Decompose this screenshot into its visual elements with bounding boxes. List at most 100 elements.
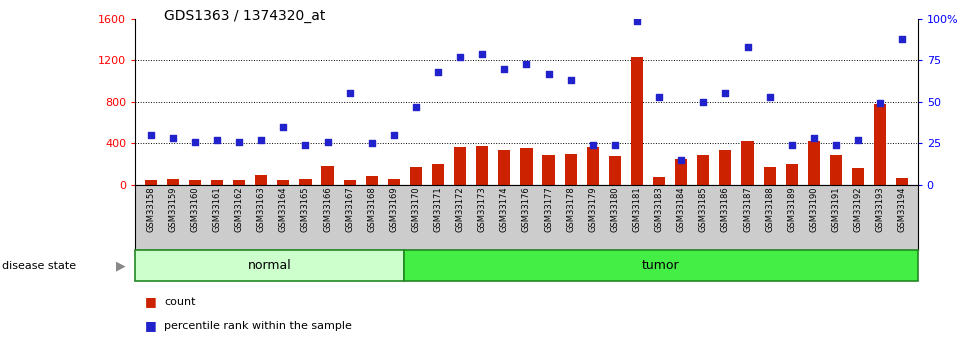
Text: tumor: tumor <box>641 259 679 272</box>
Text: GSM33174: GSM33174 <box>499 187 509 232</box>
Point <box>253 137 269 142</box>
Point <box>143 132 158 138</box>
Text: GSM33170: GSM33170 <box>412 187 420 232</box>
Point <box>519 61 534 67</box>
Bar <box>410 168 422 185</box>
Text: GSM33159: GSM33159 <box>168 187 178 232</box>
Text: GSM33184: GSM33184 <box>677 187 686 232</box>
Text: GDS1363 / 1374320_at: GDS1363 / 1374320_at <box>164 9 326 23</box>
Text: normal: normal <box>247 259 292 272</box>
Text: ■: ■ <box>145 319 156 333</box>
Text: GSM33178: GSM33178 <box>566 187 575 232</box>
Bar <box>145 180 156 185</box>
Point <box>386 132 402 138</box>
Text: GSM33163: GSM33163 <box>257 187 266 232</box>
Bar <box>498 150 510 185</box>
Point <box>740 45 755 50</box>
Text: GSM33158: GSM33158 <box>146 187 156 232</box>
Bar <box>586 147 599 185</box>
Text: percentile rank within the sample: percentile rank within the sample <box>164 321 352 331</box>
Point <box>895 36 910 42</box>
Bar <box>211 180 223 185</box>
Text: GSM33173: GSM33173 <box>478 187 487 232</box>
Text: GSM33169: GSM33169 <box>389 187 398 232</box>
Bar <box>387 179 400 185</box>
Bar <box>454 147 467 185</box>
Bar <box>135 250 404 281</box>
Text: GSM33181: GSM33181 <box>633 187 641 232</box>
Bar <box>233 180 245 185</box>
Text: disease state: disease state <box>2 261 76 270</box>
Point <box>718 91 733 96</box>
Point <box>165 136 181 141</box>
Point <box>452 54 468 60</box>
Bar <box>432 164 444 185</box>
Text: GSM33183: GSM33183 <box>655 187 664 232</box>
Point <box>762 94 778 100</box>
Bar <box>697 155 709 185</box>
Point <box>298 142 313 148</box>
Bar <box>609 156 621 185</box>
Bar <box>631 57 643 185</box>
Text: ■: ■ <box>145 295 156 308</box>
Text: GSM33188: GSM33188 <box>765 187 774 232</box>
Text: GSM33167: GSM33167 <box>345 187 355 232</box>
Point <box>210 137 225 142</box>
Point <box>696 99 711 105</box>
Bar <box>344 180 355 185</box>
Bar <box>322 166 333 185</box>
Text: GSM33168: GSM33168 <box>367 187 376 232</box>
Bar <box>808 141 820 185</box>
Text: GSM33180: GSM33180 <box>611 187 619 232</box>
Text: count: count <box>164 297 196 307</box>
Bar <box>255 175 268 185</box>
Text: GSM33162: GSM33162 <box>235 187 243 232</box>
Bar <box>830 155 842 185</box>
Text: GSM33179: GSM33179 <box>588 187 597 232</box>
Text: GSM33172: GSM33172 <box>456 187 465 232</box>
Bar <box>476 146 489 185</box>
Text: GSM33176: GSM33176 <box>522 187 531 232</box>
Bar <box>785 164 798 185</box>
Text: GSM33189: GSM33189 <box>787 187 796 232</box>
Point <box>342 91 357 96</box>
Bar <box>366 176 378 185</box>
Point <box>563 78 579 83</box>
Point <box>187 139 203 144</box>
Point <box>474 51 490 57</box>
Text: GSM33165: GSM33165 <box>301 187 310 232</box>
Point <box>541 71 556 76</box>
Text: GSM33187: GSM33187 <box>743 187 752 232</box>
Bar <box>896 178 908 185</box>
Point <box>673 157 689 162</box>
Bar <box>277 180 290 185</box>
Text: GSM33164: GSM33164 <box>279 187 288 232</box>
Bar <box>299 179 311 185</box>
Bar <box>675 159 687 185</box>
Bar <box>404 250 918 281</box>
Point <box>409 104 424 109</box>
Point <box>608 142 623 148</box>
Text: GSM33190: GSM33190 <box>810 187 818 232</box>
Text: GSM33185: GSM33185 <box>698 187 708 232</box>
Point <box>320 139 335 144</box>
Text: GSM33161: GSM33161 <box>213 187 221 232</box>
Bar <box>742 141 753 185</box>
Bar <box>521 148 532 185</box>
Text: GSM33160: GSM33160 <box>190 187 199 232</box>
Point <box>430 69 445 75</box>
Point <box>275 124 291 129</box>
Point <box>629 18 644 23</box>
Bar <box>763 167 776 185</box>
Bar <box>167 179 179 185</box>
Point <box>585 142 601 148</box>
Bar <box>874 104 886 185</box>
Point <box>806 136 821 141</box>
Point <box>364 140 380 146</box>
Bar <box>543 155 554 185</box>
Point <box>232 139 247 144</box>
Bar <box>653 177 666 185</box>
Text: GSM33192: GSM33192 <box>854 187 863 232</box>
Point <box>828 142 843 148</box>
Text: GSM33186: GSM33186 <box>721 187 730 232</box>
